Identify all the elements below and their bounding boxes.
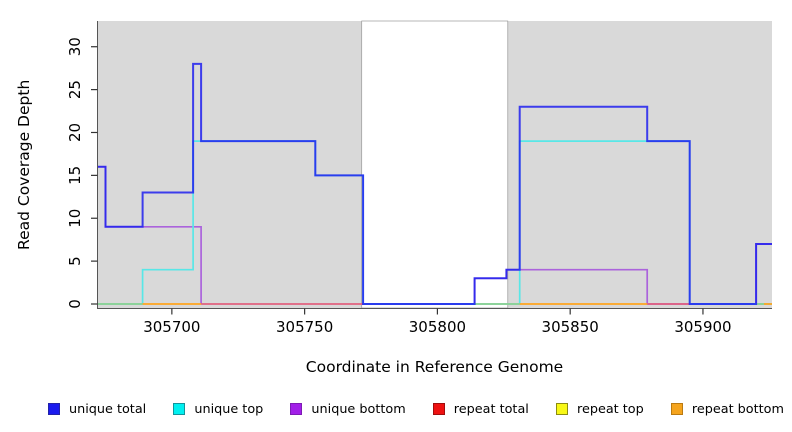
y-tick-label: 5 <box>66 256 84 266</box>
x-tick-label: 305850 <box>542 318 599 336</box>
x-axis-title: Coordinate in Reference Genome <box>305 358 564 376</box>
gap-region <box>361 20 509 309</box>
legend-swatch-repeat-bottom <box>670 403 683 415</box>
x-tick-label: 305750 <box>276 318 333 336</box>
y-axis-title: Read Coverage Depth <box>15 79 33 250</box>
legend-item-unique-top: unique top <box>173 402 263 417</box>
x-tick-label: 305800 <box>409 318 466 336</box>
legend-swatch-unique-bottom <box>290 403 303 415</box>
legend-item-unique-total: unique total <box>48 402 146 417</box>
y-tick-label: 30 <box>66 37 84 56</box>
legend-item-repeat-bottom: repeat bottom <box>670 401 784 417</box>
shaded-region-left <box>97 21 362 308</box>
legend-label: unique total <box>69 401 147 417</box>
y-tick-label: 0 <box>66 299 84 309</box>
shaded-region-right <box>507 21 772 308</box>
legend-swatch-repeat-total <box>432 403 445 415</box>
y-tick-label: 15 <box>66 166 84 185</box>
legend-label: repeat total <box>453 401 529 417</box>
plot-area: 305700 305750 305800 305850 305900 0 5 10 15 20 25… <box>66 20 772 336</box>
x-tick-label: 305900 <box>674 318 731 336</box>
legend-swatch-unique-top <box>173 403 186 415</box>
legend-swatch-repeat-top <box>555 403 568 415</box>
y-tick-label: 25 <box>66 80 84 99</box>
legend: unique total unique top unique bottom re… <box>48 396 784 422</box>
y-tick-label: 20 <box>66 123 84 142</box>
legend-label: unique bottom <box>311 401 406 417</box>
legend-swatch-unique-total <box>48 403 60 415</box>
series-line-unique-total <box>97 62 772 305</box>
legend-label: repeat top <box>576 401 644 417</box>
legend-label: unique top <box>194 401 264 417</box>
legend-item-unique-bottom: unique bottom <box>290 401 406 417</box>
legend-label: repeat bottom <box>691 401 784 417</box>
y-tick-label: 10 <box>66 209 84 228</box>
x-tick-label: 305700 <box>143 318 200 336</box>
legend-item-repeat-total: repeat total <box>432 401 529 417</box>
legend-item-repeat-top: repeat top <box>555 401 644 417</box>
axis-lines <box>97 21 772 309</box>
